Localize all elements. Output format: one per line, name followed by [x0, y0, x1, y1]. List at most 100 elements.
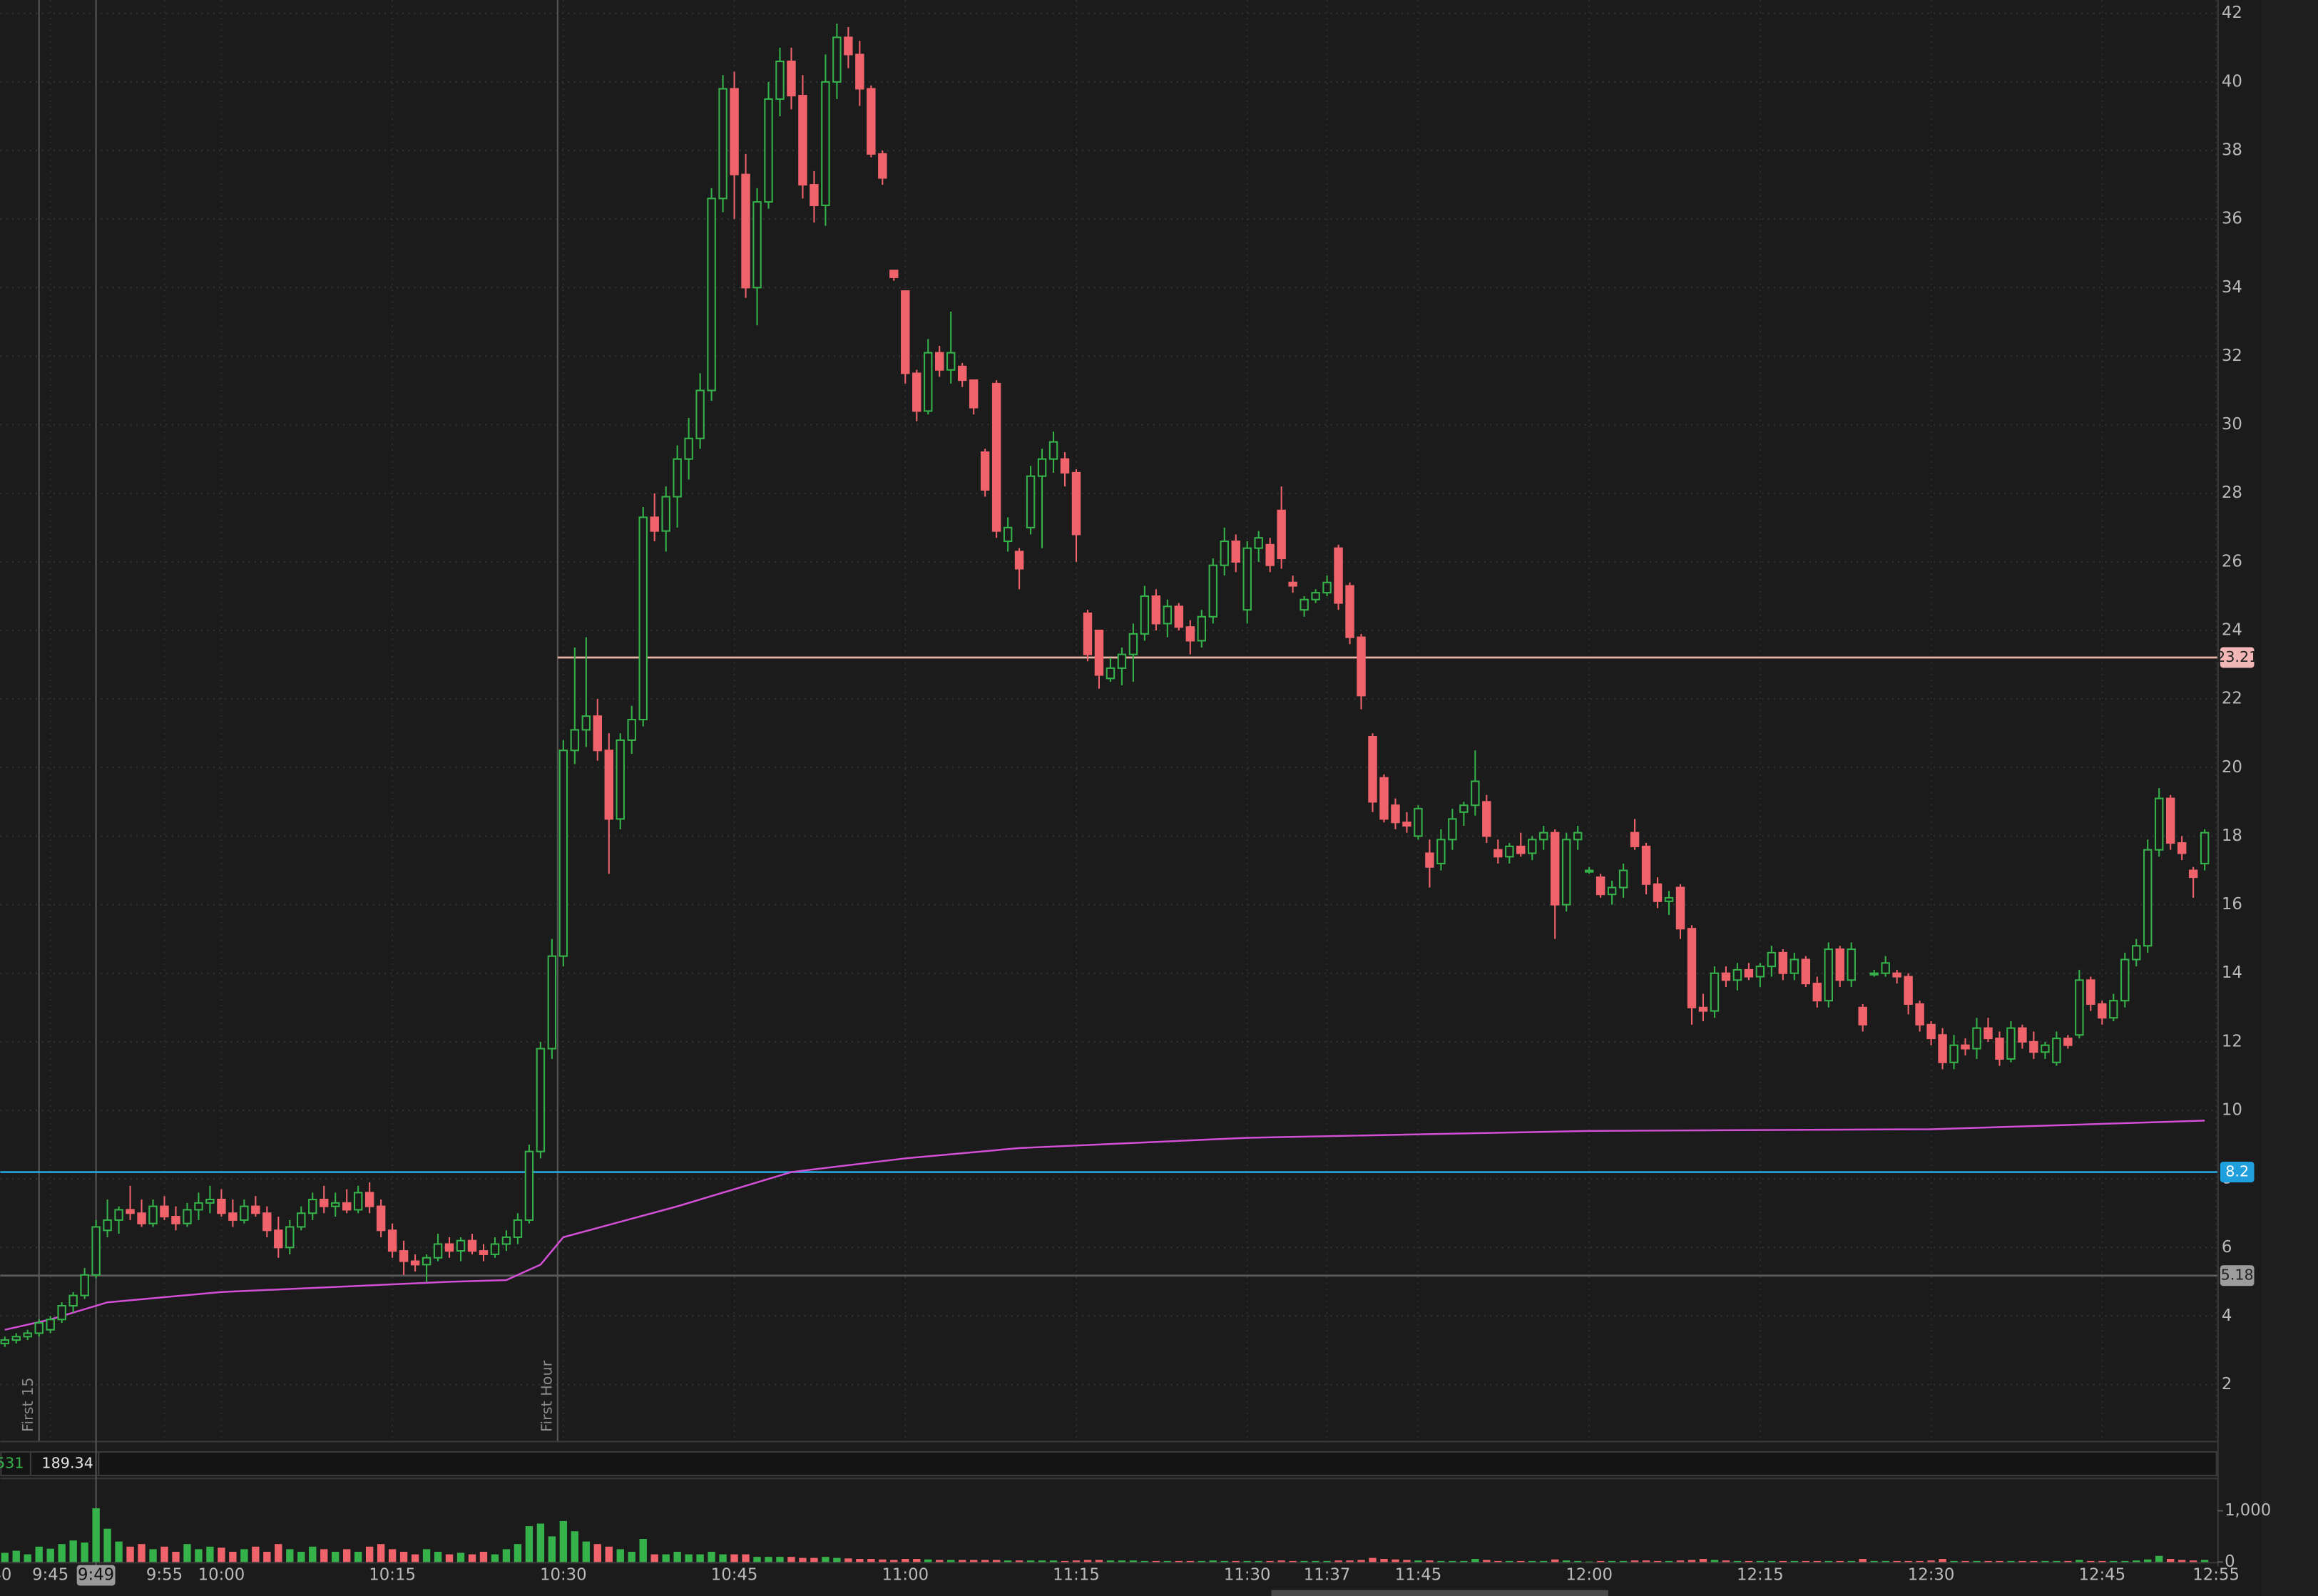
volume-bar	[1414, 1560, 1422, 1562]
volume-bar	[1380, 1559, 1388, 1562]
candle-body	[695, 389, 705, 439]
candle-body	[661, 496, 670, 532]
y-tick-label: 30	[2222, 415, 2242, 434]
candle-body	[1881, 962, 1890, 974]
candle-body	[844, 36, 853, 56]
volume-bar	[491, 1554, 499, 1562]
candle-body	[1641, 845, 1651, 885]
candle-body	[889, 270, 899, 278]
candle-body	[1550, 832, 1560, 906]
volume-bar	[2030, 1560, 2038, 1562]
volume-bar	[605, 1546, 613, 1562]
candle-body	[1242, 547, 1252, 611]
volume-bar	[1232, 1560, 1240, 1562]
candle-body	[1425, 852, 1434, 868]
candle-body	[1926, 1023, 1936, 1040]
volume-bar	[160, 1546, 168, 1562]
candle-body	[593, 715, 603, 752]
volume-bar	[650, 1554, 658, 1562]
y-tick-label: 18	[2222, 827, 2242, 845]
volume-bar	[639, 1539, 647, 1562]
candle-body	[1037, 458, 1047, 477]
y-tick-label: 14	[2222, 963, 2242, 982]
volume-bar	[867, 1559, 875, 1562]
candle-body	[1071, 471, 1081, 536]
candle-body	[501, 1236, 511, 1245]
candle-body	[2006, 1027, 2016, 1060]
volume-bar	[2007, 1560, 2015, 1562]
candle-body	[91, 1226, 101, 1276]
candle-body	[1904, 976, 1913, 1006]
volume-bar	[2098, 1560, 2106, 1562]
volume-bar	[730, 1554, 738, 1562]
volume-bar	[1118, 1560, 1126, 1562]
volume-bar	[2076, 1560, 2083, 1562]
candle-body	[707, 198, 716, 392]
volume-bar	[275, 1544, 282, 1562]
volume-bar	[1950, 1560, 1958, 1562]
volume-bar	[24, 1554, 31, 1562]
volume-bar	[1813, 1560, 1821, 1562]
candle-body	[1595, 876, 1605, 896]
candle-body	[1847, 948, 1856, 981]
candle-body	[1391, 804, 1400, 824]
volume-bar	[1300, 1560, 1308, 1562]
volume-bar	[92, 1508, 100, 1562]
volume-bar	[1129, 1560, 1138, 1562]
candle-body	[616, 739, 625, 820]
candle-body	[456, 1239, 466, 1252]
candle-body	[11, 1336, 21, 1341]
volume-bar	[1676, 1560, 1685, 1562]
candle-body	[183, 1209, 192, 1224]
candle-body	[171, 1215, 180, 1224]
candle-body	[1653, 883, 1663, 902]
volume-bar	[1596, 1560, 1605, 1562]
candle-body	[513, 1219, 523, 1238]
candle-body	[627, 718, 636, 741]
volume-bar	[240, 1549, 248, 1562]
candle-body	[1368, 736, 1377, 803]
volume-bar	[2167, 1559, 2175, 1562]
volume-bar	[924, 1559, 932, 1562]
candle-body	[1163, 605, 1173, 625]
volume-bar	[719, 1554, 727, 1562]
scrollbar[interactable]	[1271, 1590, 1608, 1596]
x-tick-label: 12:15	[1737, 1565, 1784, 1584]
candle-body	[2120, 958, 2130, 1002]
candle-body	[991, 382, 1001, 532]
candle-body	[2188, 869, 2198, 879]
volume-bar	[1220, 1560, 1228, 1562]
volume-bar	[434, 1551, 442, 1562]
volume-bar	[1824, 1560, 1832, 1562]
candle-body	[1083, 612, 1093, 655]
volume-bar	[320, 1549, 328, 1562]
volume-bar	[263, 1551, 271, 1562]
volume-bar	[1049, 1560, 1058, 1562]
x-tick-label: 12:00	[1566, 1565, 1613, 1584]
candle-body	[364, 1192, 374, 1207]
volume-bar	[1916, 1560, 1924, 1562]
y-tick-label: 4	[2222, 1306, 2232, 1325]
candle-body	[1471, 780, 1480, 807]
candle-body	[1573, 832, 1583, 841]
volume-bar	[1072, 1560, 1081, 1562]
candle-body	[855, 53, 864, 90]
candle-body	[1048, 441, 1058, 460]
candle-body	[1322, 581, 1332, 594]
volume-bar	[1961, 1560, 1969, 1562]
candle-body	[1494, 849, 1503, 858]
candle-body	[479, 1250, 489, 1255]
volume-bar	[2041, 1560, 2049, 1562]
volume-bar	[685, 1554, 693, 1562]
x-tick-label: 10:30	[540, 1565, 587, 1584]
candle-body	[1254, 537, 1263, 549]
candle-body	[1561, 839, 1571, 906]
volume-bar	[388, 1549, 397, 1562]
candle-body	[1231, 541, 1240, 563]
volume-bar	[1198, 1560, 1205, 1562]
volume-bar	[1630, 1560, 1639, 1562]
candle-body	[741, 173, 750, 289]
